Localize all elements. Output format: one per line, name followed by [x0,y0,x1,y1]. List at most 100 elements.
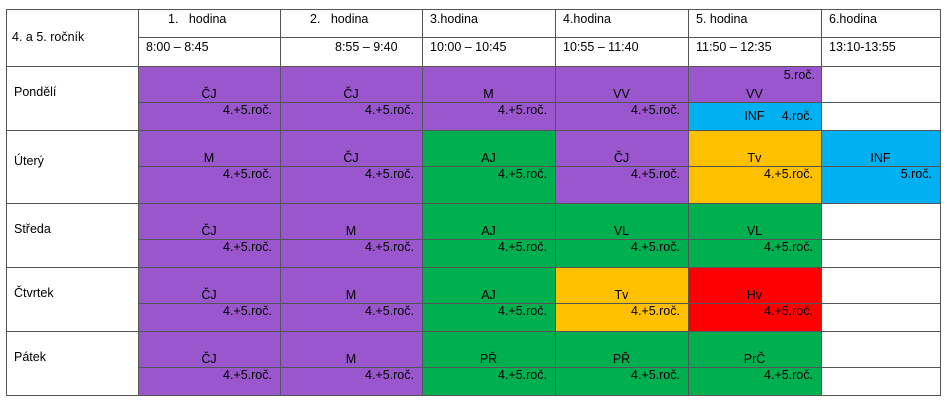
subject: PrČ [743,352,766,366]
day-name: Úterý [14,153,44,168]
subject: VV [746,87,763,101]
cell-fill [555,203,688,267]
cell-fill [555,267,688,331]
time-label: 8:00 – 8:45 [146,40,209,54]
cell-fill [138,203,280,267]
cell-fill [555,66,688,130]
grid-line [6,9,7,396]
cell-fill [688,66,821,102]
group: 4.+5.roč. [764,368,813,382]
subject: ČJ [201,224,217,238]
grid-line [138,367,940,368]
group: 4.+5.roč. [631,103,680,117]
class-label: 4. a 5. ročník [12,30,85,44]
subject: Tv [747,151,762,165]
time-label: 10:00 – 10:45 [430,40,507,54]
subject: ČJ [201,87,217,101]
subject: Tv [614,288,629,302]
subject: AJ [481,224,496,238]
day-name: Středa [14,222,51,236]
group: 4.+5.roč. [365,304,414,318]
time-label: 10:55 – 11:40 [563,40,639,54]
group: 4.+5.roč. [631,368,680,382]
grid-line [6,9,940,10]
subject: VL [613,224,630,238]
cell-fill [688,331,821,395]
cell-fill [422,66,555,130]
day-name: Pátek [14,350,46,364]
group: 4.+5.roč. [365,368,414,382]
subject: INF [744,109,765,123]
group: 4.+5.roč. [223,240,272,254]
group: 4.+5.roč. [498,167,547,181]
cell-fill [688,102,821,130]
subject: M [345,288,357,302]
subject: VV [613,87,630,101]
group: 4.+5.roč. [223,304,272,318]
group: 4.+5.roč. [365,240,414,254]
grid-line [6,130,940,131]
subject: ČJ [201,352,217,366]
cell-fill [422,331,555,395]
group: 4.+5.roč. [631,304,680,318]
group: 4.roč. [781,109,813,123]
group: 4.+5.roč. [223,167,272,181]
cell-fill [138,331,280,395]
subject: ČJ [613,151,630,165]
lesson-label: 3.hodina [430,12,478,26]
grid-line [6,66,940,67]
group: 4.+5.roč. [498,368,547,382]
time-label: 8:55 – 9:40 [335,40,398,54]
cell-fill [688,267,821,331]
subject: M [345,352,357,366]
lesson-label: 6.hodina [829,12,877,26]
group: 4.+5.roč. [764,240,813,254]
cell-fill [422,267,555,331]
lesson-label: 1. hodina [168,12,227,26]
group: 4.+5.roč. [631,240,680,254]
grid-line [6,267,940,268]
grid-line [138,9,139,396]
subject: ČJ [201,288,217,302]
cell-fill [138,267,280,331]
cell-fill [138,66,280,130]
cell-fill [280,331,422,395]
cell-fill [280,66,422,130]
cell-fill [555,331,688,395]
time-label: 11:50 – 12:35 [696,40,772,54]
grid-line [138,239,940,240]
subject: ČJ [343,151,359,165]
grid-line [138,303,940,304]
subject: M [483,87,494,101]
grid-line [280,9,281,396]
subject: Hv [746,288,763,302]
group: 4.+5.roč. [498,304,547,318]
grid-line [138,102,940,103]
group: 4.+5.roč. [365,167,414,181]
group: 4.+5.roč. [223,368,272,382]
lesson-label: 4.hodina [563,12,611,26]
grid-line [6,395,940,396]
group: 4.+5.roč. [498,103,547,117]
group: 4.+5.roč. [365,103,414,117]
grid-line [555,9,556,396]
group: 4.+5.roč. [223,103,272,117]
subject: INF [870,151,891,165]
cell-fill [280,203,422,267]
grid-line [6,331,940,332]
time-label: 13:10-13:55 [829,40,896,54]
cell-fill [280,267,422,331]
grid-line [6,203,940,204]
grid-line [688,9,689,396]
grid-line [821,9,822,396]
group-note: 5.roč. [783,68,815,82]
lesson-label: 5. hodina [696,12,748,26]
grid-line [138,166,940,167]
subject: M [345,224,357,238]
subject: VL [746,224,763,238]
day-name: Čtvrtek [14,286,54,300]
grid-line [940,9,941,396]
group: 4.+5.roč. [498,240,547,254]
group: 5.roč. [900,167,932,181]
